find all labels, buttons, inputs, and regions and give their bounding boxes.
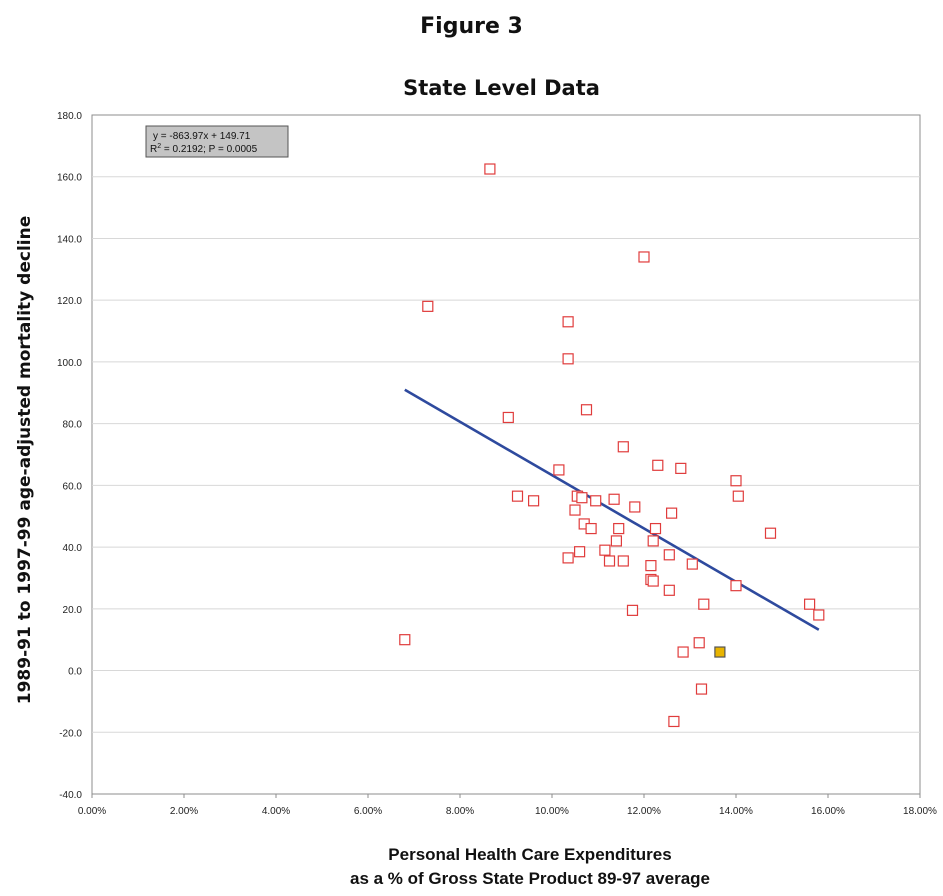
y-tick-label: 180.0 — [57, 111, 82, 122]
data-point — [803, 598, 816, 610]
data-point — [399, 634, 411, 646]
plot-area — [91, 114, 921, 795]
y-tick-label: 80.0 — [63, 420, 83, 431]
x-tick-label: 12.00% — [627, 806, 661, 817]
data-point — [730, 580, 742, 592]
y-tick-label: -40.0 — [59, 790, 82, 801]
annotation-box — [145, 125, 289, 158]
data-point — [422, 300, 434, 312]
data-point — [813, 609, 825, 621]
data-point — [647, 575, 659, 587]
data-point — [553, 464, 565, 476]
y-axis-label: 1989-91 to 1997-99 age-adjusted mortalit… — [15, 215, 35, 705]
annotation-fit-stats: R2 = 0.2192; P = 0.0005 — [150, 143, 258, 155]
y-tick-label: 0.0 — [68, 667, 82, 678]
data-points — [399, 163, 825, 728]
data-point — [668, 715, 680, 728]
data-point — [599, 544, 611, 556]
x-tick-label: 16.00% — [811, 806, 845, 817]
figure-title: Figure 3 — [420, 14, 523, 39]
data-point — [698, 598, 710, 610]
x-tick-label: 4.00% — [262, 806, 290, 817]
data-point — [764, 527, 777, 539]
x-tick-label: 0.00% — [78, 806, 106, 817]
annotation-r-label: R — [150, 144, 157, 155]
data-point — [511, 490, 524, 502]
data-point — [527, 495, 540, 507]
y-tick-label: 120.0 — [57, 296, 82, 307]
annotation-equation: y = -863.97x + 149.71 — [153, 131, 251, 142]
data-point — [629, 501, 641, 513]
data-point — [617, 441, 629, 453]
x-axis-label-line2: as a % of Gross State Product 89-97 aver… — [350, 869, 710, 888]
data-point — [730, 475, 742, 487]
data-point — [675, 462, 687, 474]
y-tick-label: 140.0 — [57, 234, 82, 245]
y-tick-label: -20.0 — [59, 728, 82, 739]
x-tick-label: 6.00% — [354, 806, 382, 817]
data-point — [613, 522, 625, 535]
data-point — [502, 411, 514, 424]
data-point — [645, 560, 657, 572]
x-tick-label: 18.00% — [903, 806, 937, 817]
data-point — [573, 546, 586, 558]
data-point — [580, 404, 593, 416]
data-point — [603, 555, 616, 567]
y-tick-label: 40.0 — [63, 543, 83, 554]
data-point — [638, 251, 650, 263]
y-tick-label: 60.0 — [63, 481, 83, 492]
trendline-group — [404, 388, 820, 631]
data-point — [686, 558, 698, 570]
data-point-highlighted — [714, 646, 726, 658]
data-point — [677, 646, 689, 658]
x-tick-label: 8.00% — [446, 806, 474, 817]
data-point — [608, 493, 620, 505]
data-point — [617, 555, 629, 567]
grid-lines — [92, 176, 920, 733]
data-point — [590, 495, 602, 507]
x-axis-label-line1: Personal Health Care Expenditures — [388, 845, 672, 864]
data-point — [647, 535, 659, 547]
x-tick-label: 10.00% — [535, 806, 569, 817]
data-point — [562, 316, 574, 328]
chart-title: State Level Data — [403, 76, 600, 100]
data-point — [695, 683, 708, 695]
data-point — [732, 490, 744, 502]
x-axis-tick-labels: 0.00% 2.00% 4.00% 6.00% 8.00% 10.00% 12.00% 14.… — [78, 794, 937, 817]
y-axis-tick-labels: -40.0 -20.0 0.0 20.0 40.0 60.0 80.0 100.0 120.0 1… — [57, 111, 82, 801]
data-point — [652, 459, 664, 471]
data-point — [569, 504, 581, 516]
data-point — [562, 353, 574, 365]
x-tick-label: 2.00% — [170, 806, 198, 817]
x-axis-label: Personal Health Care Expenditures as a %… — [230, 843, 830, 891]
annotation-r-superscript: 2 — [157, 143, 161, 150]
x-tick-label: 14.00% — [719, 806, 753, 817]
data-point — [663, 549, 675, 561]
data-point — [649, 522, 662, 535]
data-point — [693, 637, 705, 649]
data-point — [610, 535, 623, 547]
data-point — [665, 507, 678, 519]
data-point — [576, 492, 588, 504]
y-tick-label: 160.0 — [57, 173, 82, 184]
data-point — [585, 522, 597, 535]
data-point — [663, 584, 675, 596]
data-point — [484, 163, 496, 175]
data-point — [626, 604, 639, 616]
y-tick-label: 20.0 — [63, 605, 83, 616]
trendline — [404, 388, 820, 631]
data-point — [562, 552, 574, 564]
y-tick-label: 100.0 — [57, 358, 82, 369]
annotation-fit-values: = 0.2192; P = 0.0005 — [161, 144, 257, 155]
regression-annotation: y = -863.97x + 149.71 R2 = 0.2192; P = 0… — [145, 125, 289, 158]
